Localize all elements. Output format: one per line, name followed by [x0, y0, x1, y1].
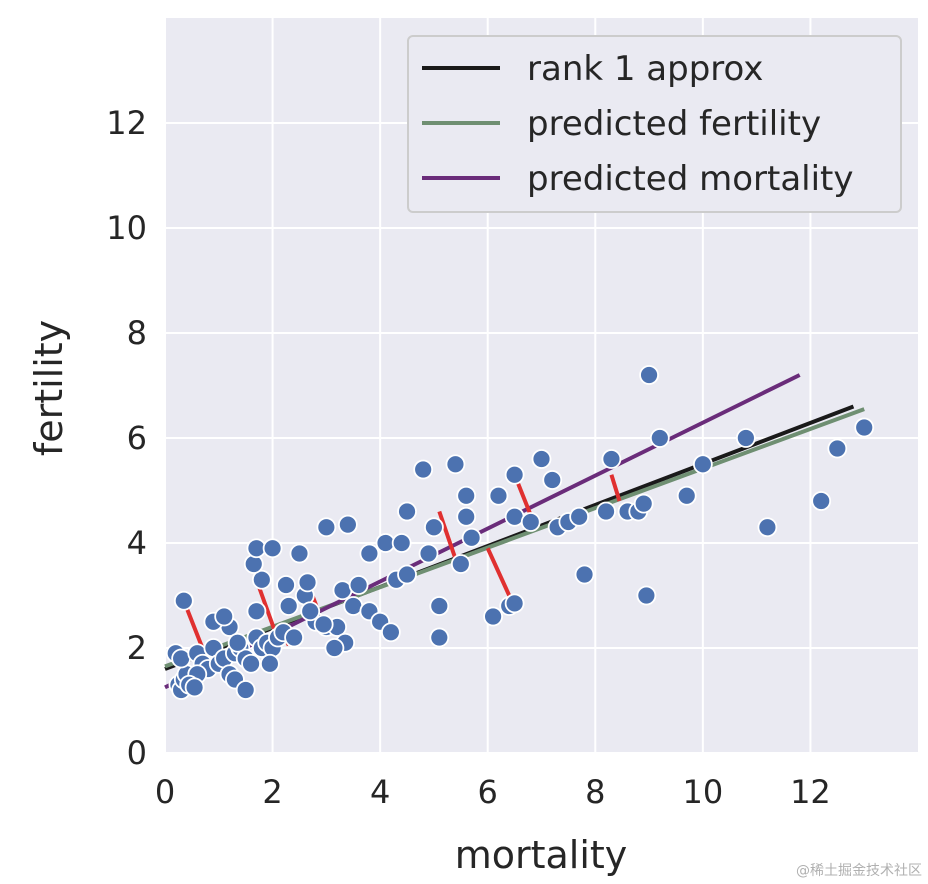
residual-segment	[437, 510, 458, 560]
y-tick-label: 8	[127, 314, 147, 352]
scatter-point	[735, 428, 756, 448]
scatter-point	[757, 517, 778, 538]
scatter-point	[461, 527, 482, 548]
scatter-point	[276, 575, 296, 595]
scatter-point	[380, 622, 401, 643]
scatter-point	[531, 449, 552, 469]
scatter-point	[504, 593, 525, 614]
scatter-point	[445, 454, 466, 475]
scatter-point	[639, 365, 659, 385]
scatter-point	[300, 601, 321, 622]
scatter-point	[456, 485, 477, 506]
scatter-point	[259, 653, 280, 674]
scatter-point	[348, 575, 369, 595]
scatter-point	[391, 533, 412, 553]
y-axis-label: fertility	[27, 320, 71, 456]
legend-label: rank 1 approx	[527, 49, 763, 89]
scatter-point	[854, 417, 875, 438]
scatter-point	[450, 554, 471, 574]
legend: rank 1 approx predicted fertility predicte…	[407, 35, 902, 213]
scatter-point	[456, 506, 477, 527]
x-tick-label: 0	[155, 773, 175, 811]
scatter-point	[241, 653, 261, 674]
legend-box	[407, 35, 902, 213]
x-axis-label: mortality	[455, 833, 628, 877]
x-tick-label: 6	[478, 773, 498, 811]
y-tick-label: 12	[106, 104, 147, 142]
scatter-point	[692, 454, 713, 475]
scatter-point	[289, 543, 310, 564]
scatter-point	[569, 506, 590, 527]
scatter-point	[262, 538, 283, 559]
scatter-point	[424, 517, 444, 538]
scatter-point	[278, 596, 299, 616]
scatter-point	[504, 464, 525, 485]
scatter-point	[596, 501, 616, 522]
scatter-point	[313, 614, 334, 635]
legend-label: predicted mortality	[527, 159, 854, 199]
x-tick-label: 10	[682, 773, 723, 811]
x-tick-label: 2	[262, 773, 282, 811]
scatter-point	[811, 491, 832, 511]
residual-segment	[609, 474, 622, 502]
scatter-point	[542, 470, 563, 490]
scatter-point	[520, 512, 541, 532]
scatter-point	[601, 449, 622, 469]
scatter-point	[418, 543, 439, 564]
y-tick-label: 6	[127, 419, 147, 457]
scatter-point	[636, 585, 657, 606]
scatter-point	[633, 493, 654, 514]
scatter-point	[827, 438, 848, 459]
scatter-point	[316, 517, 337, 538]
y-tick-label: 10	[106, 209, 147, 247]
scatter-point	[676, 485, 697, 506]
x-tick-label: 8	[585, 773, 605, 811]
y-tick-label: 2	[127, 629, 147, 667]
scatter-point	[488, 485, 509, 506]
scatter-point	[246, 601, 267, 622]
scatter-point	[574, 564, 595, 585]
scatter-point	[397, 501, 417, 522]
scatter-point	[173, 590, 194, 611]
scatter-points	[165, 365, 875, 700]
residual-segment	[485, 547, 512, 597]
tick-labels: 0 2 4 6 8 10 12 0 2 4 6 8 10 12	[106, 104, 831, 811]
y-tick-label: 0	[127, 734, 147, 772]
scatter-point	[429, 596, 450, 616]
scatter-point	[284, 627, 304, 648]
scatter-point	[483, 606, 503, 627]
legend-label: predicted fertility	[527, 104, 821, 144]
scatter-point	[251, 569, 272, 590]
scatter-point	[324, 638, 345, 658]
scatter-point	[649, 428, 670, 448]
scatter-point	[429, 627, 450, 648]
scatter-point	[214, 606, 235, 627]
watermark: @稀土掘金技术社区	[796, 863, 922, 879]
x-tick-label: 12	[790, 773, 831, 811]
scatter-point	[184, 677, 205, 698]
scatter-point	[337, 514, 358, 535]
scatter-point	[227, 632, 248, 653]
scatter-point	[297, 572, 318, 593]
y-tick-label: 4	[127, 524, 147, 562]
x-tick-label: 4	[370, 773, 390, 811]
scatter-point	[413, 459, 434, 480]
scatter-point	[235, 680, 256, 700]
scatter-point	[397, 564, 417, 585]
scatter-point	[359, 543, 380, 564]
